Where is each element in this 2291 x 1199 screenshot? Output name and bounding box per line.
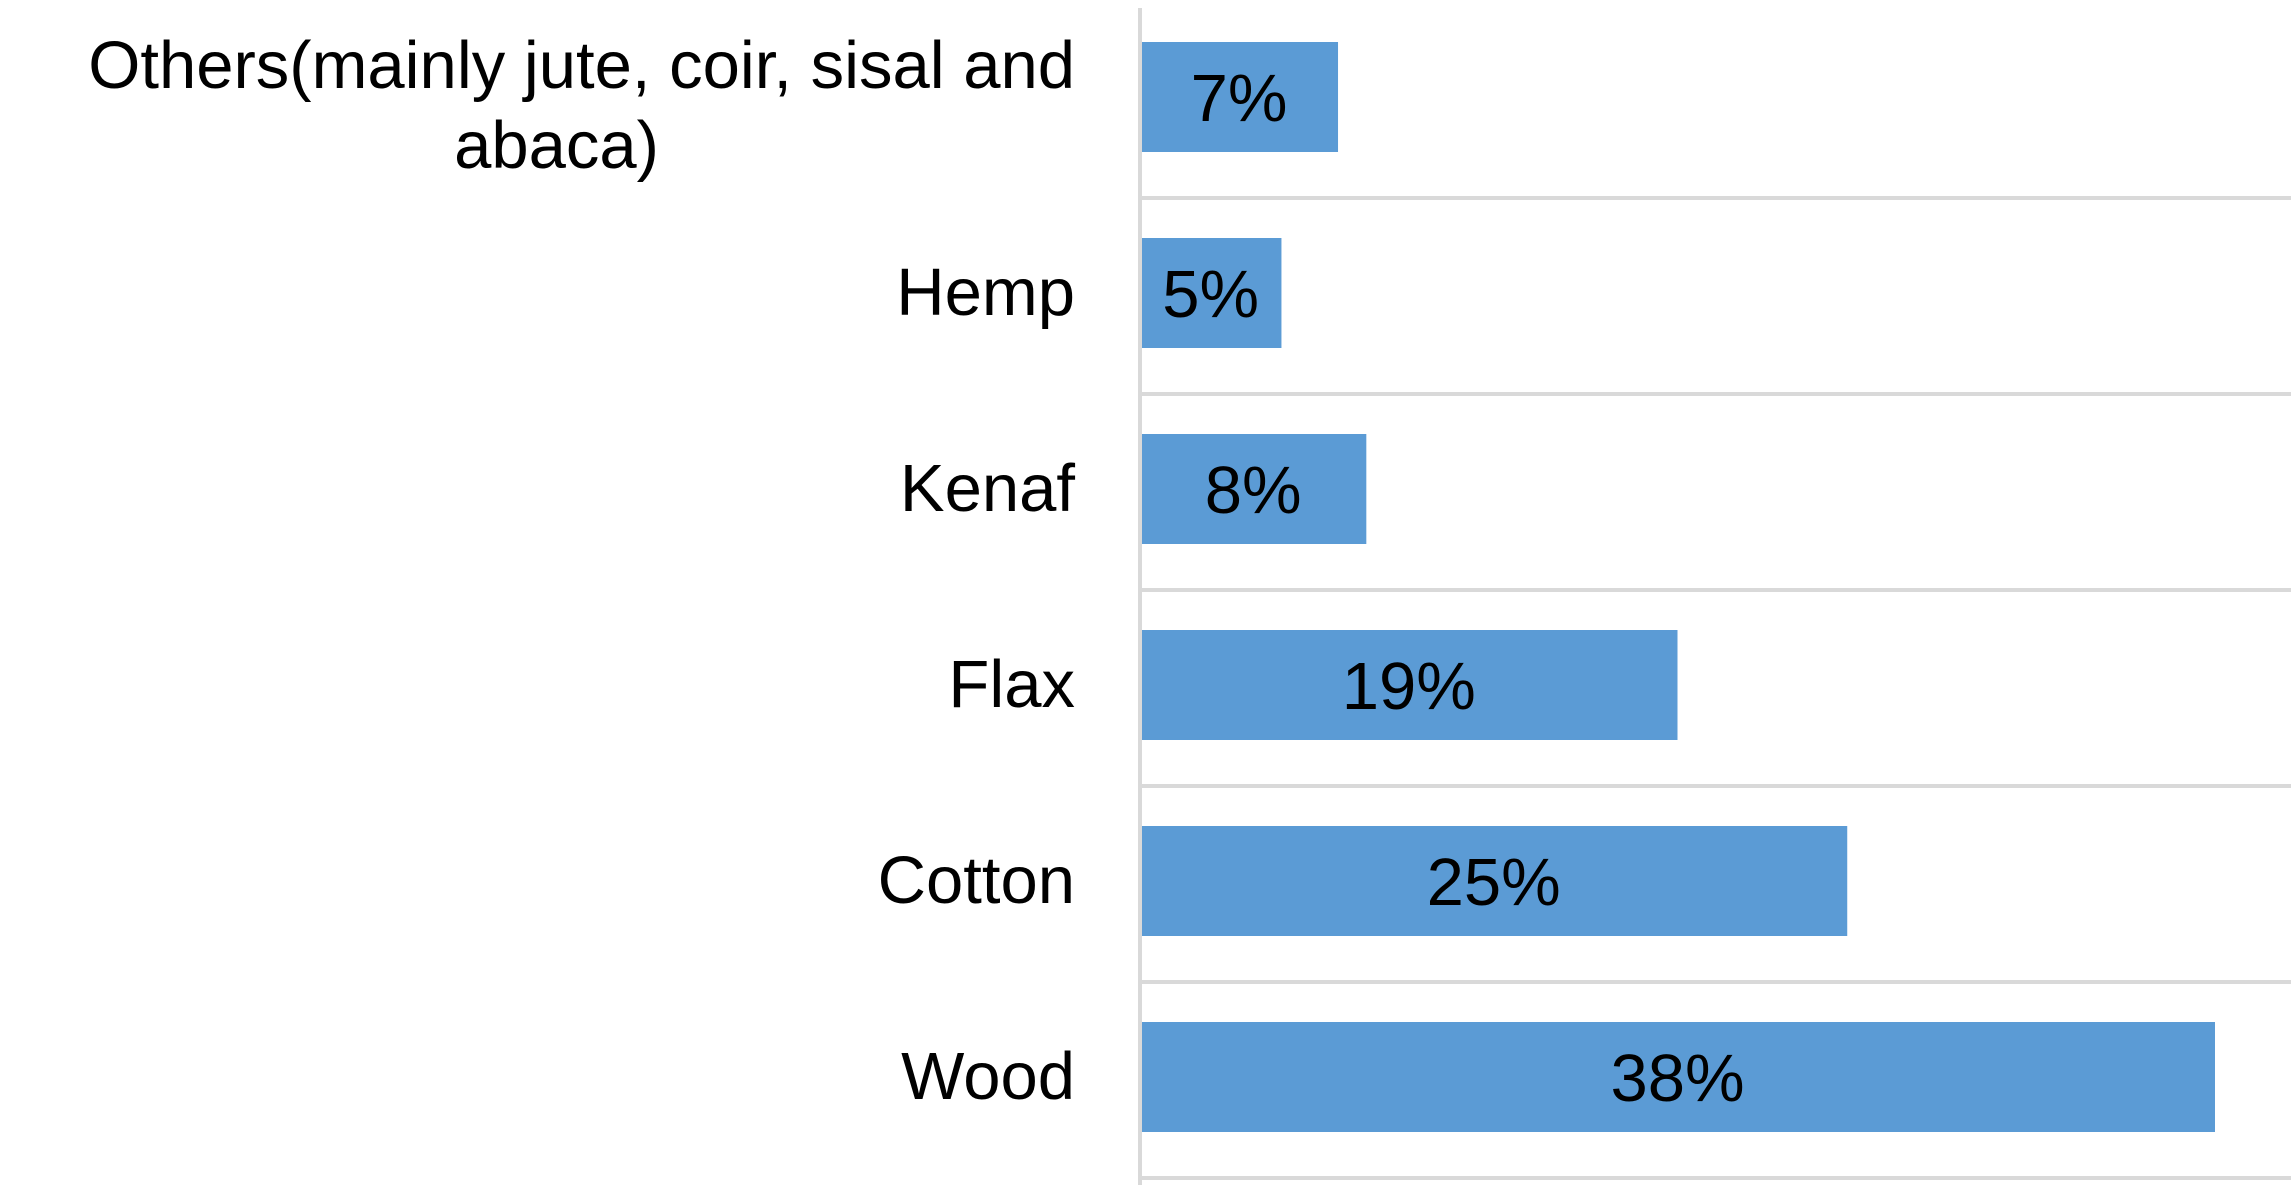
data-label-5: 38%: [1610, 1041, 1744, 1116]
category-label-1: Hemp: [896, 255, 1075, 330]
bar-3: [1142, 630, 1678, 740]
category-label-4: Cotton: [878, 843, 1075, 918]
data-label-2: 8%: [1205, 453, 1302, 528]
data-label-0: 7%: [1191, 61, 1288, 136]
bar-0: [1142, 42, 1339, 152]
bar-1: [1142, 238, 1282, 348]
data-label-1: 5%: [1162, 257, 1259, 332]
gridlines: [1140, 196, 2291, 1180]
category-label-5: Wood: [901, 1039, 1075, 1114]
data-label-4: 25%: [1427, 845, 1561, 920]
category-label-3: Flax: [948, 647, 1075, 722]
category-labels: Others(mainly jute, coir, sisal and abaca…: [88, 28, 1075, 1114]
bars: [1142, 42, 2215, 1132]
data-labels: 7% 5% 8% 19% 25% 38%: [1162, 61, 1744, 1116]
bar-2: [1142, 434, 1367, 544]
category-label-0: Others(mainly jute, coir, sisal and abaca…: [88, 28, 1075, 183]
category-label-2: Kenaf: [900, 451, 1075, 526]
data-label-3: 19%: [1342, 649, 1476, 724]
bar-4: [1142, 826, 1848, 936]
bar-5: [1142, 1022, 2215, 1132]
